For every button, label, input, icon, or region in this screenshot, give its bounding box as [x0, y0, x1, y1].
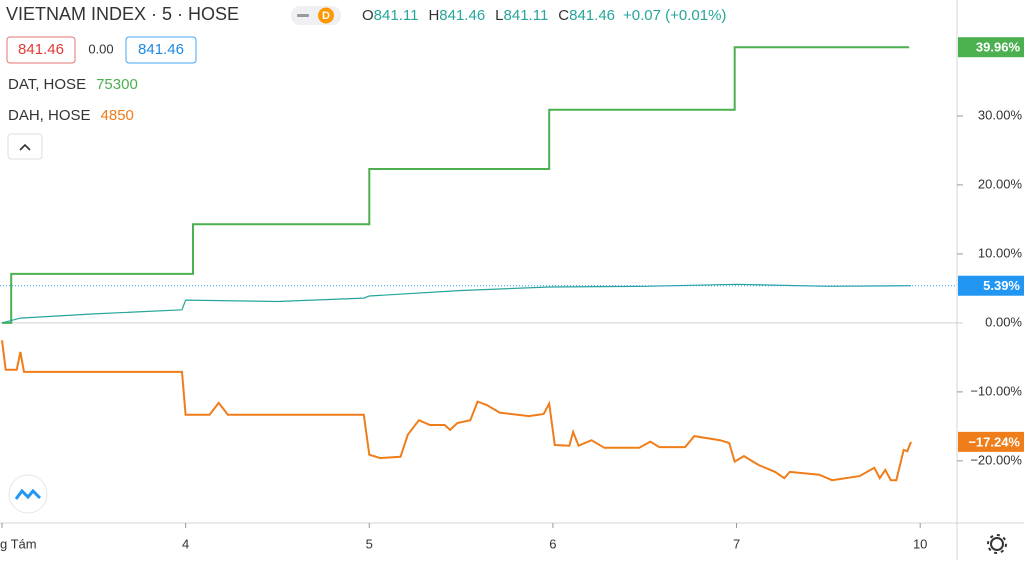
symbol-name: VIETNAM INDEX	[6, 4, 146, 24]
symbol: VIETNAM INDEX · 5 · HOSE	[6, 4, 239, 24]
logo[interactable]	[8, 474, 48, 514]
ohlc-value: 841.46	[439, 7, 485, 24]
x-tick-label: 10	[913, 536, 927, 551]
last-value-box	[958, 275, 1024, 296]
legend-name: DAT, HOSE	[8, 76, 86, 93]
y-tick-label: 10.00%	[978, 245, 1023, 260]
x-tick-label: 5	[366, 536, 373, 551]
y-tick-label: 20.00%	[978, 176, 1023, 191]
badge-circle	[318, 7, 334, 24]
y-tick-label: 0.00%	[985, 314, 1022, 329]
logo-icon	[14, 488, 42, 500]
gear-teeth	[987, 534, 1007, 554]
ohlc-value: 841.46	[569, 7, 615, 24]
last-value-box	[958, 37, 1024, 58]
settings-icon[interactable]	[987, 534, 1007, 554]
ohlc-letter: L	[495, 7, 503, 24]
ohlc-value: 841.11	[504, 7, 549, 24]
x-tick-label: g Tám	[0, 536, 37, 551]
ohlc-letter: O	[362, 7, 374, 24]
series-line	[1, 340, 912, 482]
legend-value: 4850	[101, 107, 134, 124]
legend-name: DAH, HOSE	[8, 107, 91, 124]
collapse-button[interactable]	[7, 133, 43, 160]
y-tick-label: 30.00%	[978, 107, 1023, 122]
badge-dash	[297, 14, 309, 17]
y-tick-label: −20.00%	[970, 452, 1022, 467]
legend-value: 75300	[96, 76, 138, 93]
last-value-label: 5.39%	[983, 278, 1020, 293]
y-tick-label: −10.00%	[970, 383, 1022, 398]
x-tick-label: 6	[549, 536, 556, 551]
exchange: HOSE	[188, 4, 239, 24]
last-value-box	[958, 431, 1024, 452]
bid: 841.46	[18, 41, 64, 58]
ohlc-letter: C	[558, 7, 569, 24]
badge: D	[322, 10, 330, 22]
last-value-label: 39.96%	[976, 40, 1021, 55]
x-tick-label: 7	[733, 536, 740, 551]
bid-box[interactable]	[6, 36, 76, 64]
x-tick-label: 4	[182, 536, 189, 551]
series-line	[2, 46, 910, 324]
ohlc-value: 841.11	[374, 7, 419, 24]
ohlc: O841.11 H841.46 L841.11 C841.46 +0.07 (+0.01…	[362, 7, 726, 24]
change: +0.07 (+0.01%)	[623, 7, 726, 24]
ohlc-letter: H	[428, 7, 439, 24]
collapse-icon	[19, 143, 31, 151]
spread: 0.00	[88, 41, 113, 56]
interval: 5	[162, 4, 172, 24]
series-line	[1, 283, 912, 324]
ask-box[interactable]	[125, 36, 197, 64]
last-value-label: −17.24%	[968, 434, 1020, 449]
legend-entry: DAT, HOSE 75300	[8, 76, 138, 93]
legend-entry: DAH, HOSE 4850	[8, 107, 134, 124]
gear	[990, 537, 1004, 551]
ask: 841.46	[138, 41, 184, 58]
